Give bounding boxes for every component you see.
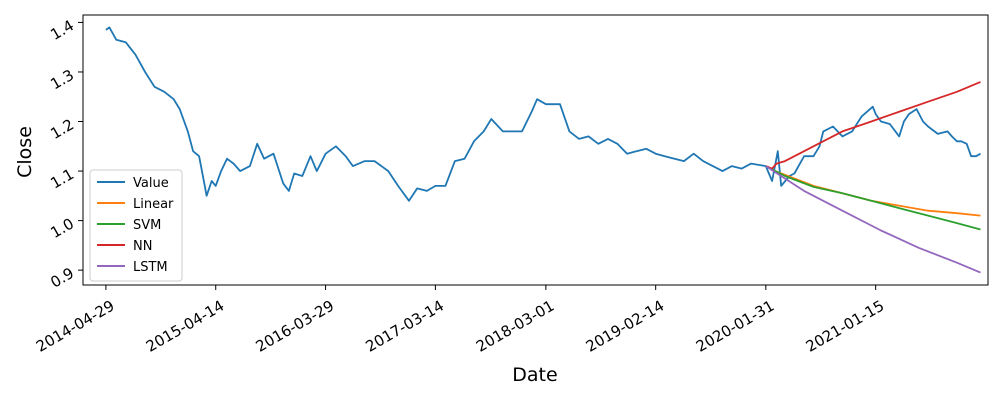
y-tick-label: 1.2 bbox=[47, 115, 77, 143]
legend-label-lstm: LSTM bbox=[133, 260, 168, 275]
y-tick-label: 1.1 bbox=[47, 165, 77, 193]
x-tick-label: 2014-04-29 bbox=[33, 297, 118, 356]
y-tick-label: 1.4 bbox=[47, 16, 77, 44]
series-line-value bbox=[105, 26, 981, 202]
x-tick-label: 2017-03-14 bbox=[362, 297, 447, 356]
legend-box bbox=[89, 169, 183, 282]
series-line-nn bbox=[765, 81, 981, 170]
x-tick-label: 2018-03-01 bbox=[473, 297, 558, 356]
y-tick-label: 1.3 bbox=[47, 66, 77, 94]
x-tick-label: 2019-02-14 bbox=[583, 297, 668, 356]
x-tick-label: 2016-03-29 bbox=[253, 297, 338, 356]
series-line-linear bbox=[765, 165, 981, 217]
x-axis-label: Date bbox=[512, 364, 557, 386]
legend-label-svm: SVM bbox=[133, 218, 161, 233]
plot-area-frame bbox=[82, 14, 989, 286]
legend-label-linear: Linear bbox=[133, 197, 174, 212]
y-tick-label: 1.0 bbox=[47, 214, 77, 242]
x-tick-label: 2021-01-15 bbox=[803, 297, 888, 356]
series-line-lstm bbox=[765, 165, 981, 274]
y-tick-label: 0.9 bbox=[47, 264, 77, 292]
legend: Value Linear SVM NN LSTM bbox=[89, 169, 183, 282]
legend-label-value: Value bbox=[133, 176, 169, 191]
series-line-svm bbox=[765, 165, 981, 231]
x-tick-label: 2015-04-14 bbox=[143, 297, 228, 356]
x-tick-label: 2020-01-31 bbox=[693, 297, 778, 356]
y-axis-label: Close bbox=[14, 126, 36, 178]
legend-label-nn: NN bbox=[133, 239, 152, 254]
